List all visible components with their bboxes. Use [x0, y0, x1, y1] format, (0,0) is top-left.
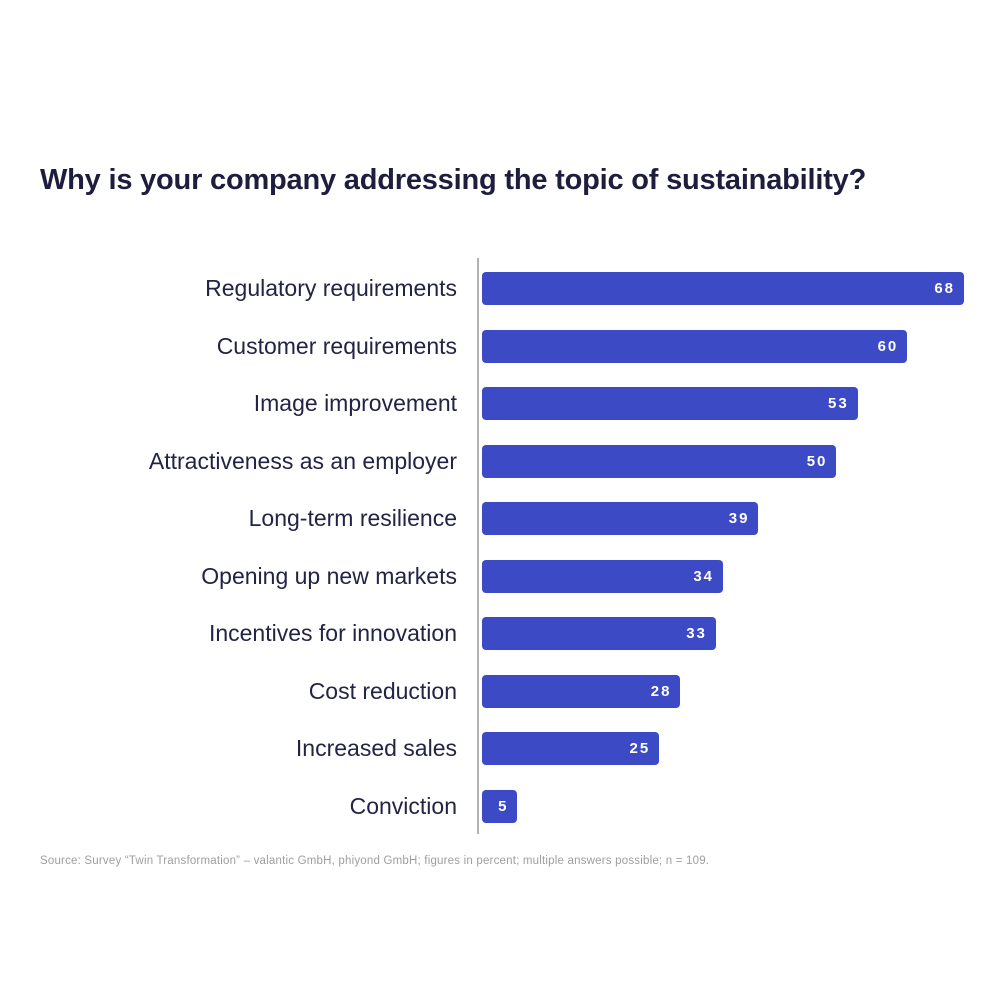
bar: 60 [482, 329, 908, 363]
bar-value-label: 60 [877, 337, 899, 355]
bar-row: Incentives for innovation 33 [0, 617, 1000, 650]
bar-row: Conviction 5 [0, 789, 1000, 823]
bar-row: Long-term resilience 39 [0, 502, 1000, 535]
category-label: Image improvement [253, 390, 457, 416]
bar-track: 53 [478, 387, 1000, 420]
source-note: Source: Survey “Twin Transformation” – v… [40, 855, 710, 867]
bar: 25 [482, 732, 660, 765]
bar-track: 25 [478, 732, 1000, 765]
bar: 50 [482, 444, 837, 478]
bar-value-label: 25 [629, 740, 651, 757]
bar: 34 [482, 559, 723, 593]
bar: 28 [482, 674, 681, 708]
bar: 68 [482, 272, 964, 305]
bar-value-label: 33 [686, 625, 707, 642]
bar-track: 39 [478, 502, 1000, 535]
bar-row: Increased sales 25 [0, 732, 1000, 765]
bar: 53 [482, 387, 858, 420]
bar-value-label: 28 [650, 682, 672, 700]
bar-row: Opening up new markets 34 [0, 559, 1000, 593]
bar-value-label: 68 [934, 280, 955, 297]
category-label: Increased sales [295, 735, 457, 761]
bar: 39 [482, 502, 759, 535]
chart-title: Why is your company addressing the topic… [40, 164, 867, 196]
bar-track: 33 [478, 617, 1000, 650]
bar-track: 34 [478, 559, 1000, 593]
bar-rows: Regulatory requirements 68 Customer requ… [0, 272, 1000, 847]
category-label: Incentives for innovation [208, 620, 457, 646]
bar-value-label: 5 [498, 797, 509, 815]
category-label: Customer requirements [216, 332, 457, 359]
bar-track: 68 [478, 272, 1000, 305]
bar-track: 28 [478, 674, 1000, 708]
category-label: Regulatory requirements [205, 275, 457, 301]
category-label: Attractiveness as an employer [148, 447, 457, 474]
bar-track: 5 [478, 789, 1000, 823]
bar-value-label: 39 [728, 510, 750, 527]
category-label: Long-term resilience [248, 505, 457, 531]
bar-chart: Regulatory requirements 68 Customer requ… [0, 258, 1000, 838]
bar-row: Cost reduction 28 [0, 674, 1000, 708]
bar-value-label: 50 [806, 452, 828, 470]
category-label: Cost reduction [308, 677, 457, 704]
bar-row: Image improvement 53 [0, 387, 1000, 420]
bar-value-label: 34 [693, 567, 714, 585]
bar-track: 50 [478, 444, 1000, 478]
bar-value-label: 53 [827, 395, 849, 412]
category-label: Opening up new markets [201, 562, 457, 589]
bar-row: Regulatory requirements 68 [0, 272, 1000, 305]
bar: 33 [482, 617, 716, 650]
y-axis-line [477, 258, 479, 834]
bar-track: 60 [478, 329, 1000, 363]
bar: 5 [482, 789, 518, 823]
bar-row: Attractiveness as an employer 50 [0, 444, 1000, 478]
bar-row: Customer requirements 60 [0, 329, 1000, 363]
category-label: Conviction [349, 792, 457, 819]
